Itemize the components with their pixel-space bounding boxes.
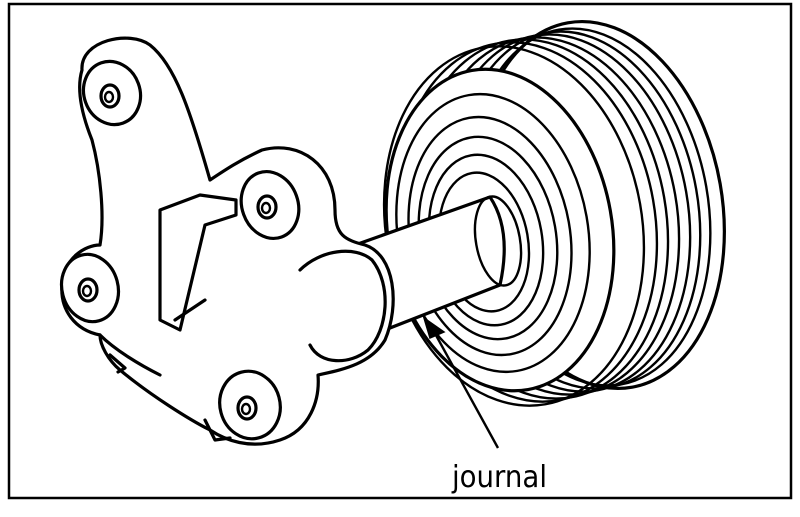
bolt-hole-top-left: [81, 59, 143, 127]
pulley: [382, 19, 726, 407]
frame-border: [7, 2, 793, 500]
journal-leader-arrow: [422, 316, 500, 449]
bolt-hole-middle: [239, 170, 301, 240]
mounting-bracket: [59, 36, 395, 446]
journal-label: journal: [452, 460, 547, 495]
bolt-hole-left: [59, 252, 121, 324]
bolt-hole-bottom: [218, 369, 282, 441]
